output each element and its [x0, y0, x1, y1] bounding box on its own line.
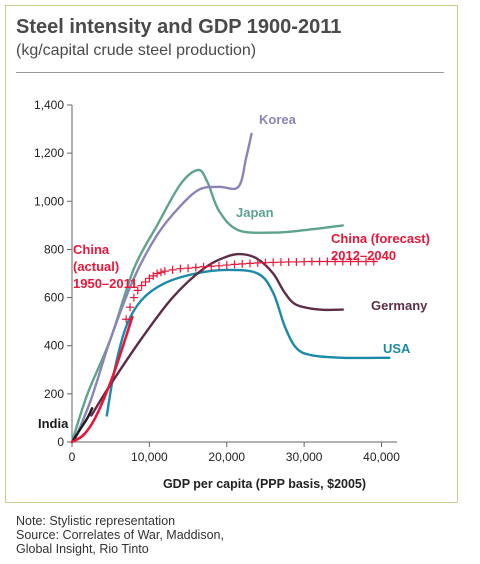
series-germany — [90, 252, 344, 417]
series-label: Germany — [371, 298, 428, 313]
data-point — [307, 257, 316, 266]
y-tick-label: 1,400 — [34, 98, 64, 112]
data-point — [292, 257, 301, 266]
data-point — [300, 257, 309, 266]
series-label: 2012–2040 — [331, 248, 396, 263]
data-point — [222, 261, 231, 270]
y-tick-label: 800 — [44, 242, 64, 256]
data-point — [141, 277, 150, 286]
data-point — [269, 258, 278, 267]
series-label: Korea — [259, 112, 297, 127]
series-label: China (forecast) — [331, 231, 430, 246]
y-tick-label: 200 — [44, 387, 64, 401]
axes: 0 200 400 600 800 1,000 1,200 1,400 0 10,000 20,00… — [34, 98, 400, 464]
data-point — [176, 264, 185, 273]
data-point — [160, 267, 169, 276]
note-line: Note: Stylistic representation — [16, 514, 176, 528]
y-tick-label: 1,000 — [34, 194, 64, 208]
data-point — [207, 262, 216, 271]
data-point — [137, 281, 146, 290]
chart-subtitle: (kg/capital crude steel production) — [16, 42, 257, 59]
y-tick-label: 1,200 — [34, 146, 64, 160]
data-point — [276, 258, 285, 267]
data-point — [315, 257, 324, 266]
series-china-actual-1950-2011 — [70, 315, 134, 444]
data-point — [168, 265, 177, 274]
series-label: India — [38, 416, 69, 431]
note-line: Global Insight, Rio Tinto — [16, 542, 149, 556]
series-label: Japan — [236, 205, 274, 220]
data-point — [153, 269, 162, 278]
data-point — [331, 257, 340, 266]
y-tick-label: 400 — [44, 339, 64, 353]
x-tick-label: 40,000 — [363, 450, 400, 464]
series-korea — [74, 132, 253, 439]
x-tick-label: 30,000 — [286, 450, 323, 464]
data-point — [133, 286, 142, 295]
data-point — [338, 257, 347, 266]
series-china-forecast-2012-2040 — [122, 257, 378, 324]
note-line: Source: Correlates of War, Maddison, — [16, 528, 224, 542]
y-tick-label: 0 — [57, 435, 64, 449]
chart-title: Steel intensity and GDP 1900-2011 — [16, 16, 342, 38]
series-labels: Korea Japan Germany USA India China (actual) 19… — [38, 112, 430, 431]
data-point — [129, 293, 138, 302]
data-point — [284, 257, 293, 266]
series-india — [70, 407, 94, 444]
series-label: China — [73, 242, 110, 257]
x-tick-label: 10,000 — [131, 450, 168, 464]
data-point — [191, 263, 200, 272]
x-axis-label: GDP per capita (PPP basis, $2005) — [163, 477, 366, 491]
y-tick-label: 600 — [44, 291, 64, 305]
data-point — [184, 264, 193, 273]
data-point — [253, 258, 262, 267]
data-point — [238, 259, 247, 268]
x-tick-label: 0 — [69, 450, 76, 464]
data-point — [346, 257, 355, 266]
source-note: Note: Stylistic representation Source: C… — [16, 514, 224, 556]
data-point — [230, 260, 239, 269]
title-divider — [16, 72, 444, 73]
x-tick-label: 20,000 — [208, 450, 245, 464]
data-point — [261, 258, 270, 267]
data-point — [323, 257, 332, 266]
series-label: (actual) — [73, 259, 119, 274]
data-point — [215, 261, 224, 270]
data-point — [199, 262, 208, 271]
data-point — [126, 303, 135, 312]
series-label: USA — [383, 341, 411, 356]
data-point — [362, 257, 371, 266]
series-label: 1950–2011 — [73, 276, 137, 291]
data-point — [354, 257, 363, 266]
data-point — [156, 268, 165, 277]
data-point — [245, 259, 254, 268]
series-usa — [105, 268, 391, 417]
data-point — [369, 257, 378, 266]
data-point — [122, 315, 131, 324]
series-layer — [70, 132, 391, 444]
